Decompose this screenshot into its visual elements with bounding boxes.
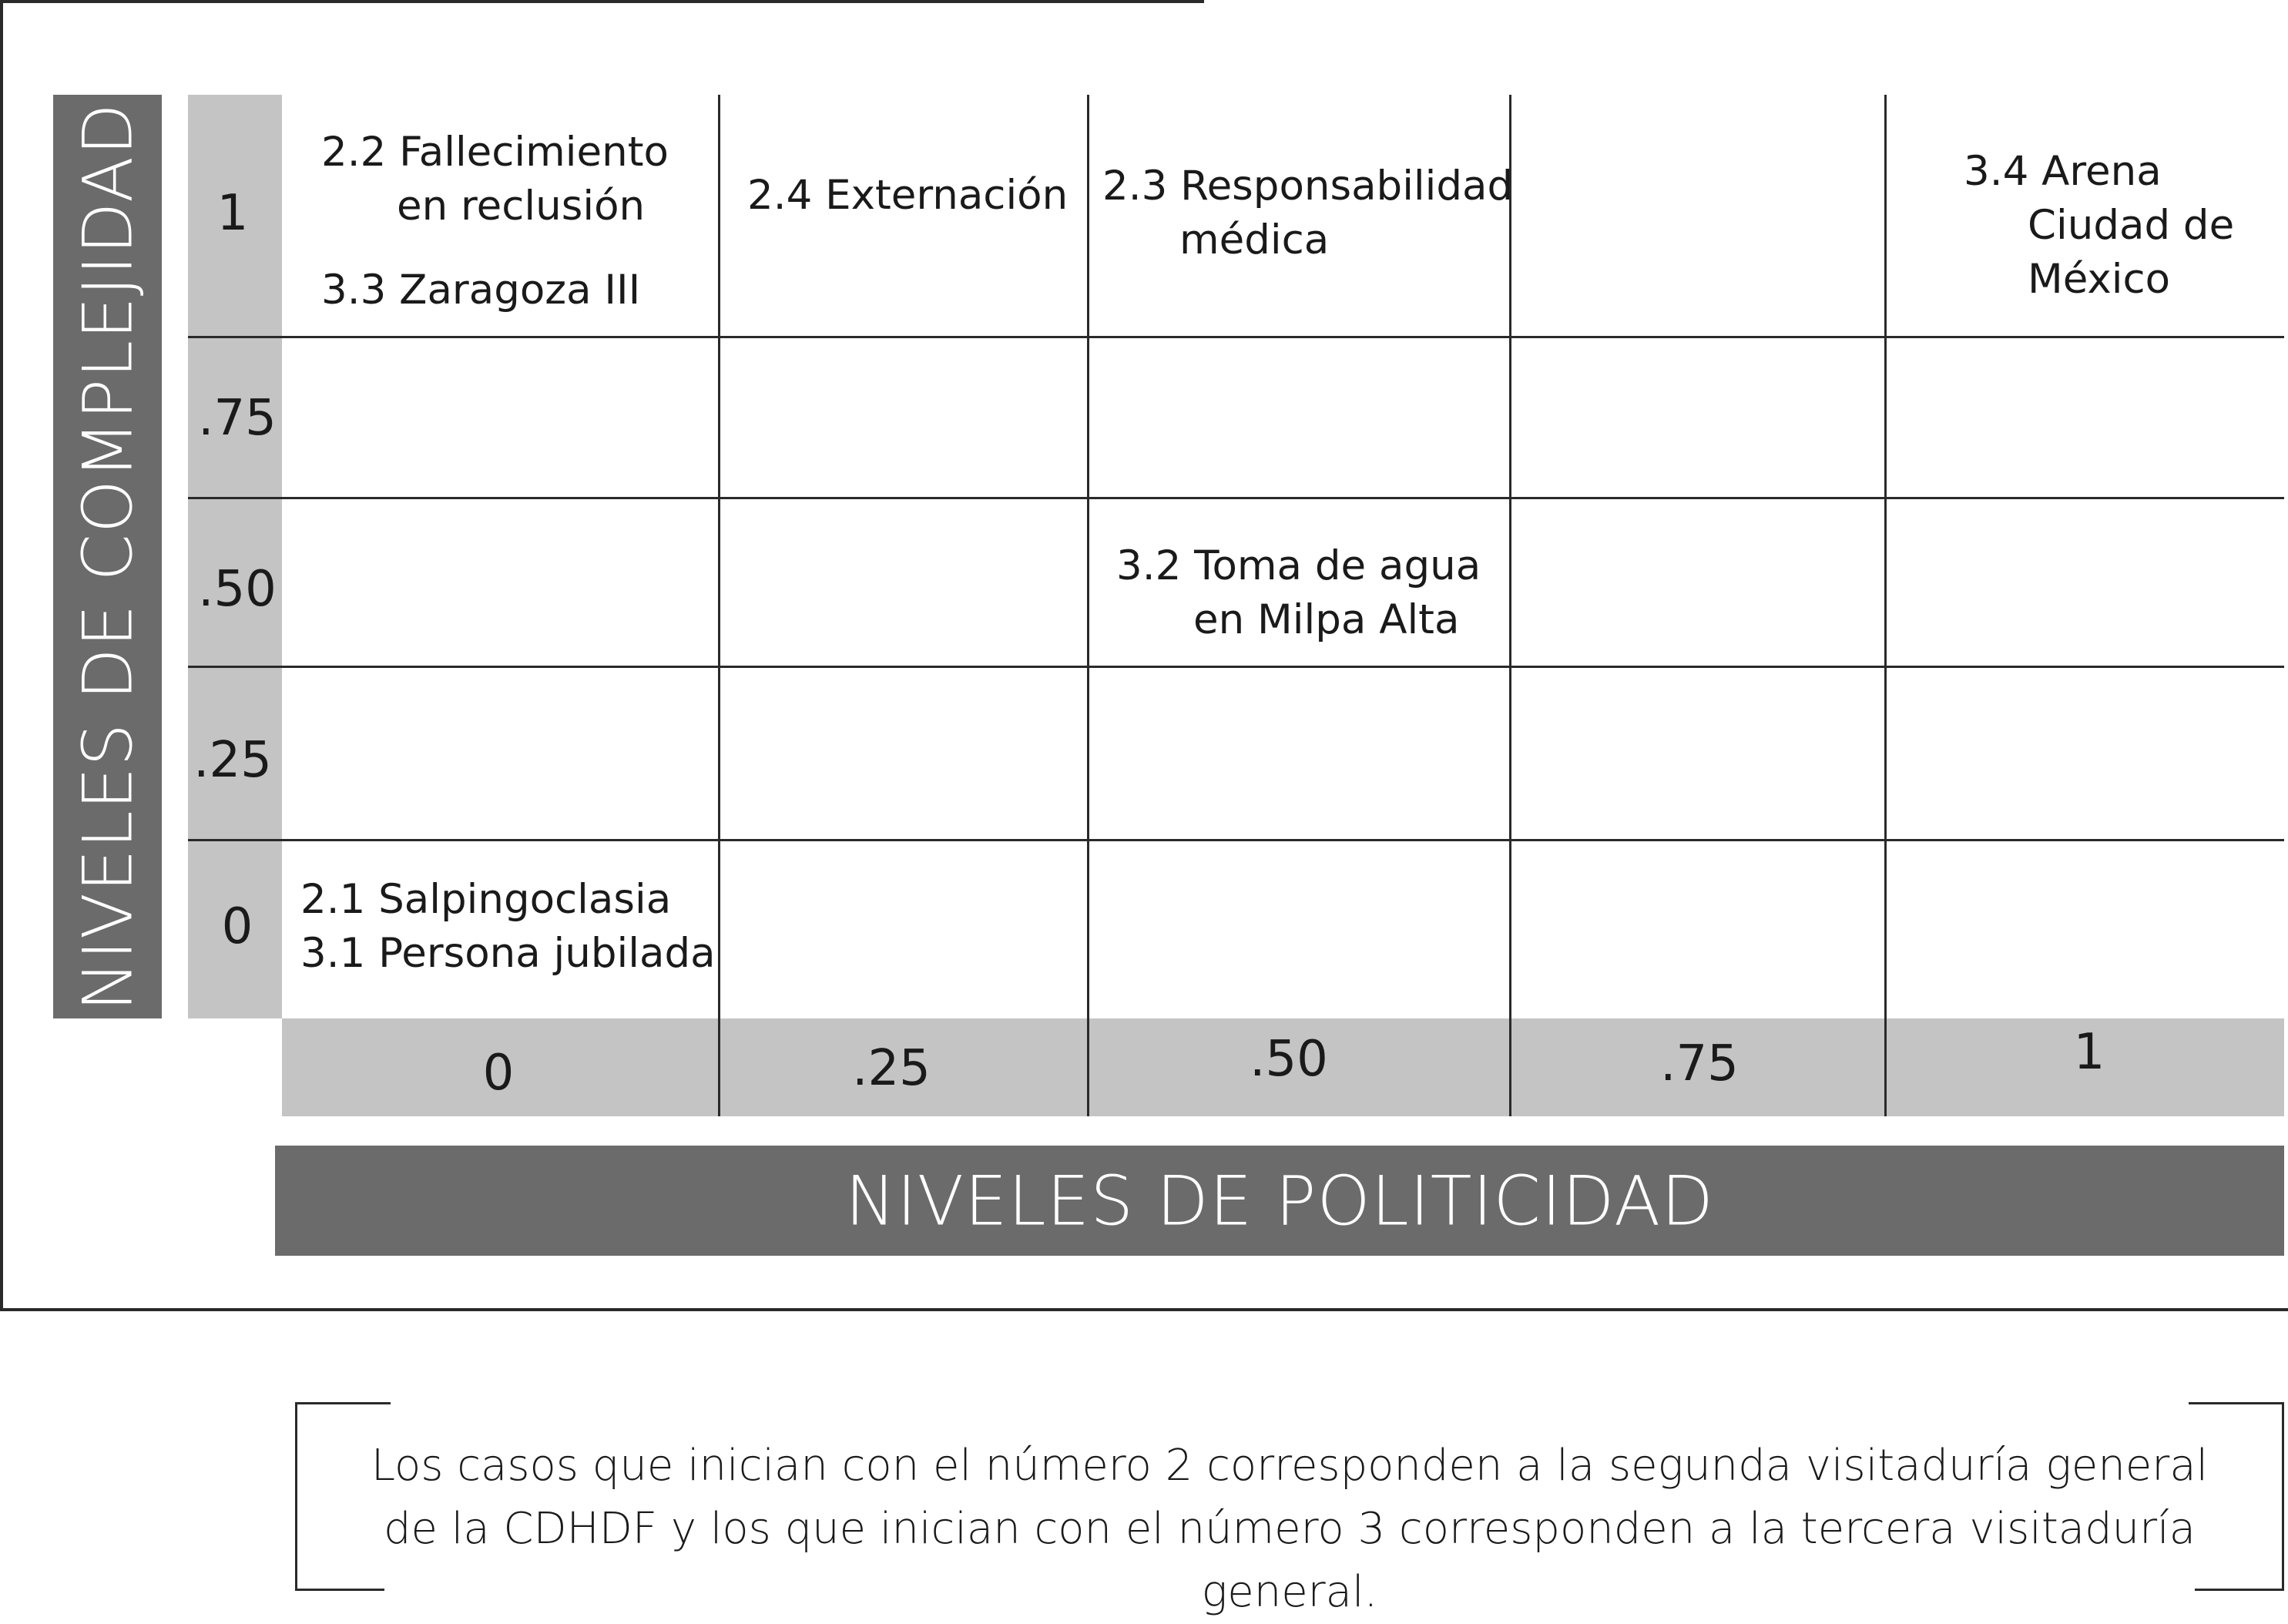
grid-line-v1 <box>718 95 720 1116</box>
x-tick-025: .25 <box>852 1040 931 1097</box>
case-entry-2-3: 2.3 Responsabilidad médica <box>1102 163 1514 263</box>
x-tick-050: .50 <box>1250 1031 1328 1088</box>
x-tick-075: .75 <box>1660 1035 1739 1092</box>
y-tick-025: .25 <box>193 732 272 789</box>
x-tick-0: 0 <box>482 1045 515 1102</box>
frame-top-border <box>0 0 1204 3</box>
x-axis-title-band: NIVELES DE POLITICIDAD <box>275 1146 2284 1256</box>
x-axis-tick-row <box>282 1018 2284 1116</box>
grid-line-v4 <box>1884 95 1887 1116</box>
frame-left-border <box>0 0 3 1311</box>
footnote-box: Los casos que inician con el número 2 co… <box>295 1402 2284 1617</box>
y-axis-title: NIVELES DE COMPLEJIDAD <box>68 102 147 1012</box>
case-entry-2-2: 2.2 Fallecimiento en reclusión <box>321 129 669 230</box>
y-axis-title-band: NIVELES DE COMPLEJIDAD <box>53 95 162 1018</box>
y-axis-tick-column <box>188 95 282 1018</box>
grid-line-h3 <box>188 666 2284 668</box>
y-tick-0: 0 <box>221 898 253 955</box>
grid-line-h1 <box>188 336 2284 338</box>
y-tick-1: 1 <box>216 185 249 242</box>
grid-line-h2 <box>188 497 2284 499</box>
grid-line-h4 <box>188 839 2284 841</box>
y-tick-050: .50 <box>198 561 277 618</box>
case-entry-3-2: 3.2 Toma de agua en Milpa Alta <box>1116 542 1481 643</box>
footnote-text: Los casos que inician con el número 2 co… <box>371 1441 2209 1617</box>
case-entry-3-4: 3.4 Arena Ciudad de México <box>1964 148 2235 303</box>
y-tick-075: .75 <box>198 390 277 447</box>
case-entry-3-3: 3.3 Zaragoza III <box>321 267 641 314</box>
case-entry-2-4: 2.4 Externación <box>747 172 1069 219</box>
x-axis-title: NIVELES DE POLITICIDAD <box>845 1161 1714 1240</box>
case-entry-2-1-3-1: 2.1 Salpingoclasia 3.1 Persona jubilada <box>300 876 716 977</box>
x-tick-1: 1 <box>2073 1024 2105 1081</box>
frame-bottom-border <box>0 1308 2288 1311</box>
grid-line-v3 <box>1509 95 1511 1116</box>
grid-line-v2 <box>1087 95 1089 1116</box>
